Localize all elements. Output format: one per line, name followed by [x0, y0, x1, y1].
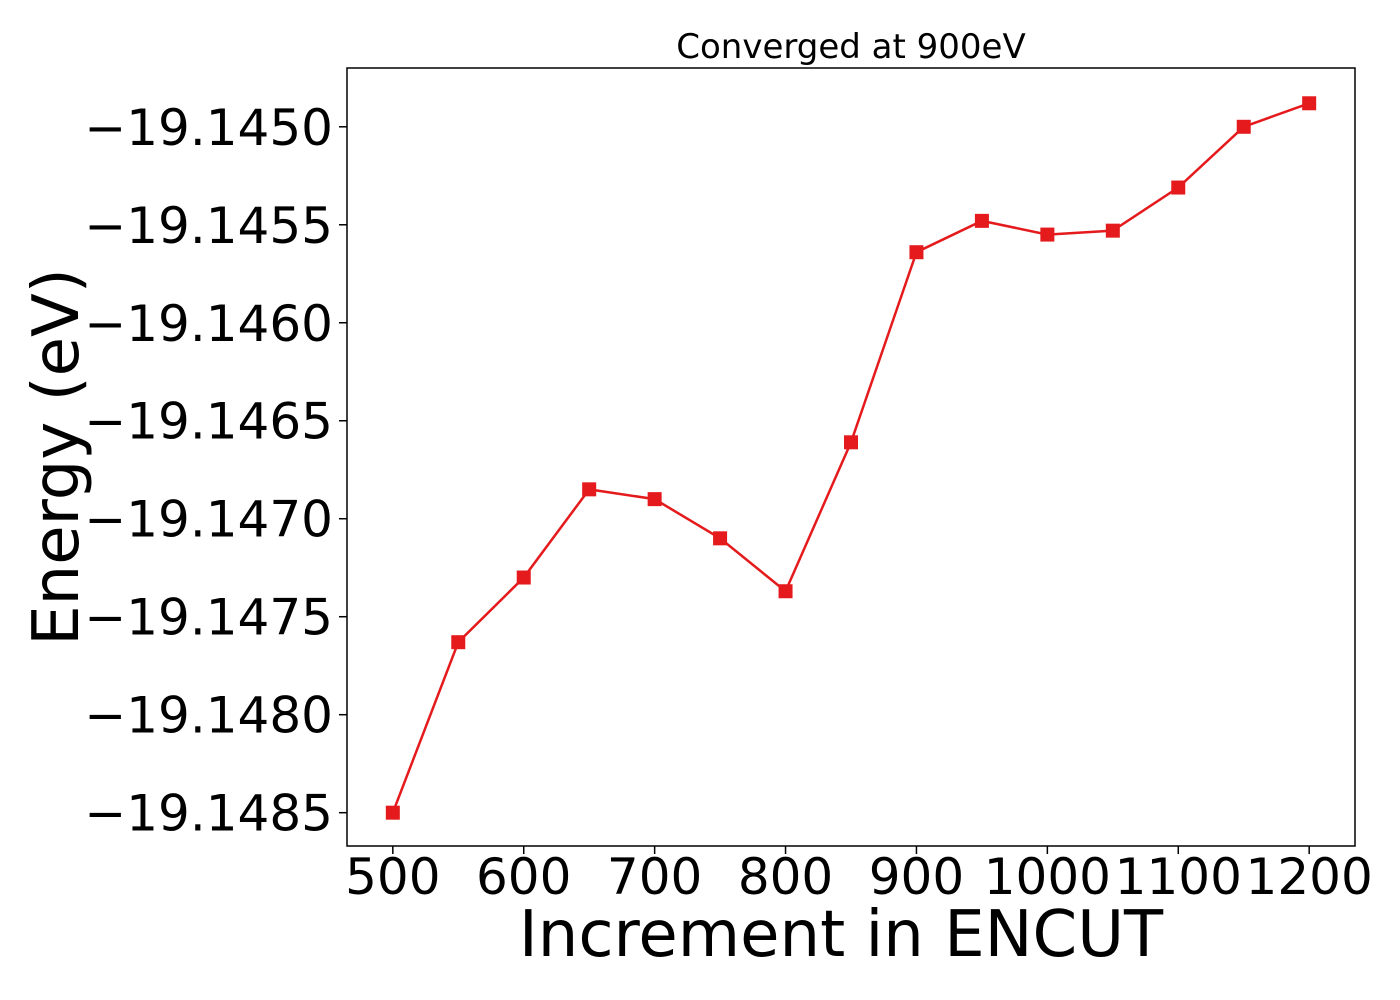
- x-tick-label: 1200: [1246, 848, 1373, 906]
- y-tick-label: −19.1460: [84, 295, 333, 353]
- x-tick-label: 1100: [1115, 848, 1242, 906]
- x-tick-label: 1000: [984, 848, 1111, 906]
- series-layer: [385, 96, 1317, 820]
- data-point: [778, 584, 793, 599]
- x-axis-label: Increment in ENCUT: [519, 898, 1164, 972]
- plot-area: [346, 67, 1356, 847]
- y-tick-label: −19.1455: [84, 197, 333, 255]
- data-point: [1171, 180, 1186, 195]
- data-point: [844, 435, 858, 450]
- y-tick-label: −19.1450: [84, 99, 333, 157]
- x-tick-label: 500: [345, 848, 440, 906]
- data-point: [647, 492, 662, 507]
- chart-title: Converged at 900eV: [676, 27, 1025, 67]
- data-point: [1105, 223, 1120, 238]
- y-tick-label: −19.1480: [84, 687, 333, 745]
- x-tick-label: 600: [476, 848, 571, 906]
- data-point: [974, 213, 989, 228]
- y-axis: −19.1450 −19.1455 −19.1460 −19.1465 −19.1470…: [84, 99, 347, 843]
- y-tick-label: −19.1465: [84, 393, 333, 451]
- data-point: [909, 245, 924, 260]
- y-axis-label: Energy (eV): [20, 268, 94, 646]
- data-point: [451, 635, 466, 650]
- y-tick-label: −19.1485: [84, 785, 333, 843]
- data-point: [1040, 227, 1055, 242]
- data-point: [713, 531, 728, 546]
- data-point: [582, 482, 597, 497]
- y-tick-label: −19.1475: [84, 589, 333, 647]
- x-tick-label: 800: [738, 848, 833, 906]
- data-point: [385, 805, 400, 820]
- x-axis: 500 600 700 800 900 1000 1100 1200: [345, 846, 1373, 906]
- x-tick-label: 900: [869, 848, 964, 906]
- y-tick-label: −19.1470: [84, 491, 333, 549]
- data-point: [1302, 96, 1317, 111]
- data-point: [1236, 119, 1251, 134]
- data-point: [516, 570, 531, 585]
- x-tick-label: 700: [607, 848, 702, 906]
